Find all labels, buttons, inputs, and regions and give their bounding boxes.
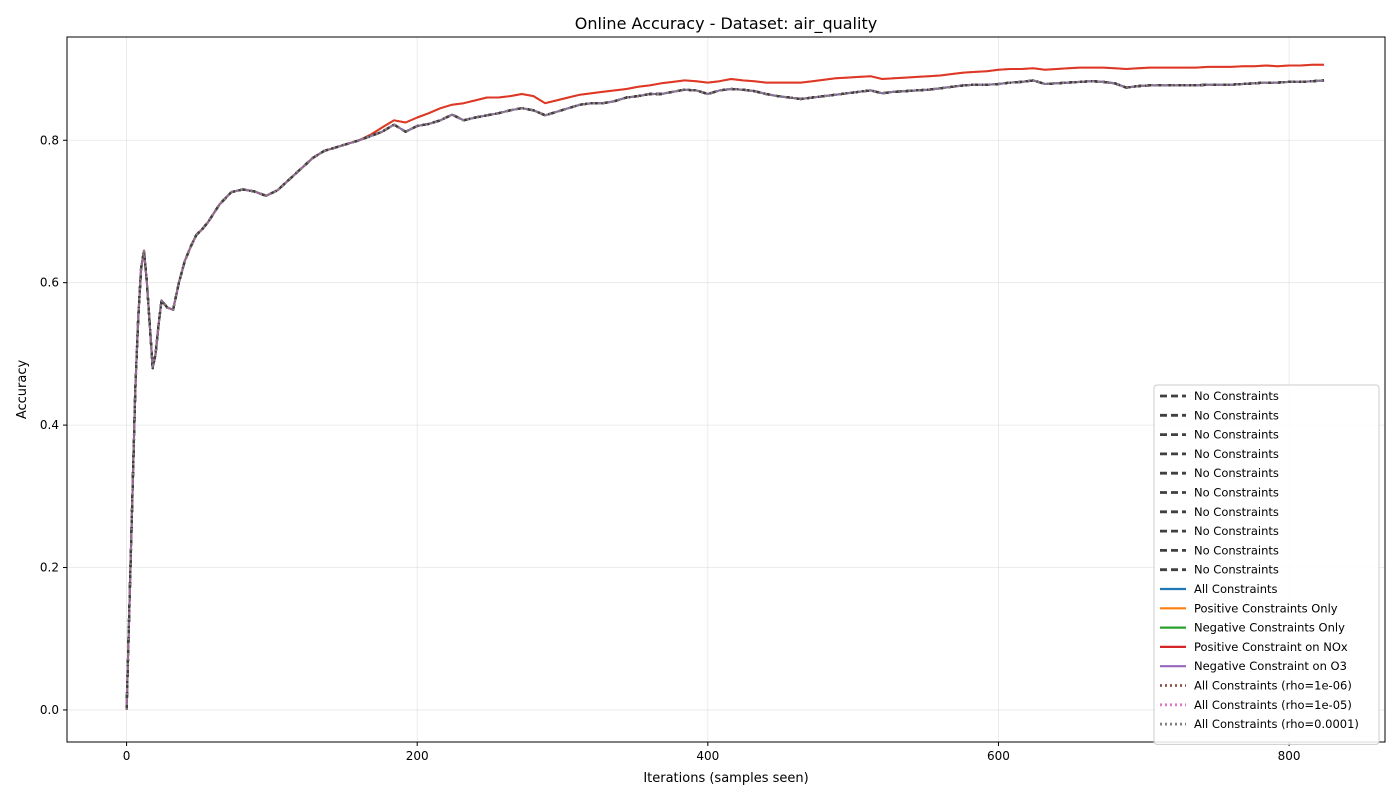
legend-box: [1153, 384, 1380, 745]
legend-entry-label: Negative Constraint on O3: [1194, 659, 1347, 673]
series-line-5: [125, 79, 1325, 711]
series-line-2: [125, 79, 1325, 711]
series-line-10: [125, 79, 1325, 711]
legend-entry-label: Negative Constraints Only: [1194, 621, 1345, 635]
legend-entry-label: No Constraints: [1194, 524, 1279, 538]
tick-layer: 0 200 400 600 800 0.0 0.2 0.4 0.6 0.8: [40, 133, 1301, 763]
x-tick-label: 0: [123, 749, 131, 763]
y-tick-label: 0.0: [40, 703, 59, 717]
series-line-15: [125, 79, 1325, 711]
y-tick-label: 0.4: [40, 418, 59, 432]
series-line-12: [125, 79, 1325, 711]
series-line-8: [125, 79, 1325, 711]
x-axis-label: Iterations (samples seen): [643, 771, 808, 786]
legend-entry-label: No Constraints: [1194, 428, 1279, 442]
series-line-17: [125, 79, 1325, 711]
series-line-6: [125, 79, 1325, 711]
x-tick-label: 200: [406, 749, 429, 763]
series-line-13: [125, 63, 1324, 711]
legend-entry-label: No Constraints: [1194, 466, 1279, 480]
legend-entry-label: No Constraints: [1194, 486, 1279, 500]
legend-entry-label: All Constraints: [1194, 582, 1278, 596]
axes-frame: [66, 36, 1386, 743]
x-tick-label: 400: [696, 749, 719, 763]
chart-title: Online Accuracy - Dataset: air_quality: [575, 14, 877, 34]
legend-entry-label: No Constraints: [1194, 505, 1279, 519]
y-tick-label: 0.2: [40, 561, 59, 575]
series-line-14: [125, 79, 1325, 711]
legend-entry-label: All Constraints (rho=1e-06): [1194, 679, 1352, 693]
legend-entry-label: Positive Constraint on NOx: [1194, 640, 1348, 654]
legend-entry-label: No Constraints: [1194, 563, 1279, 577]
x-tick-label: 800: [1278, 749, 1301, 763]
series-line-4: [125, 79, 1325, 711]
x-tick-label: 600: [987, 749, 1010, 763]
legend-entry-label: All Constraints (rho=1e-05): [1194, 698, 1352, 712]
series-line-11: [125, 63, 1324, 711]
legend-entry-label: No Constraints: [1194, 408, 1279, 422]
legend: No Constraints No Constraints No Constrain…: [1153, 384, 1380, 745]
series-line-0: [125, 79, 1325, 711]
series-layer: [125, 63, 1325, 711]
legend-entry-label: No Constraints: [1194, 543, 1279, 557]
y-tick-label: 0.6: [40, 276, 59, 290]
series-line-16: [125, 79, 1325, 711]
series-line-3: [125, 79, 1325, 711]
legend-entry-label: No Constraints: [1194, 389, 1279, 403]
y-axis-label: Accuracy: [15, 360, 30, 420]
legend-entry-label: Positive Constraints Only: [1194, 601, 1338, 615]
series-line-7: [125, 79, 1325, 711]
legend-entry-label: No Constraints: [1194, 447, 1279, 461]
y-tick-label: 0.8: [40, 133, 59, 147]
series-line-1: [125, 79, 1325, 711]
legend-entry-label: All Constraints (rho=0.0001): [1194, 717, 1359, 731]
series-line-9: [125, 79, 1325, 711]
